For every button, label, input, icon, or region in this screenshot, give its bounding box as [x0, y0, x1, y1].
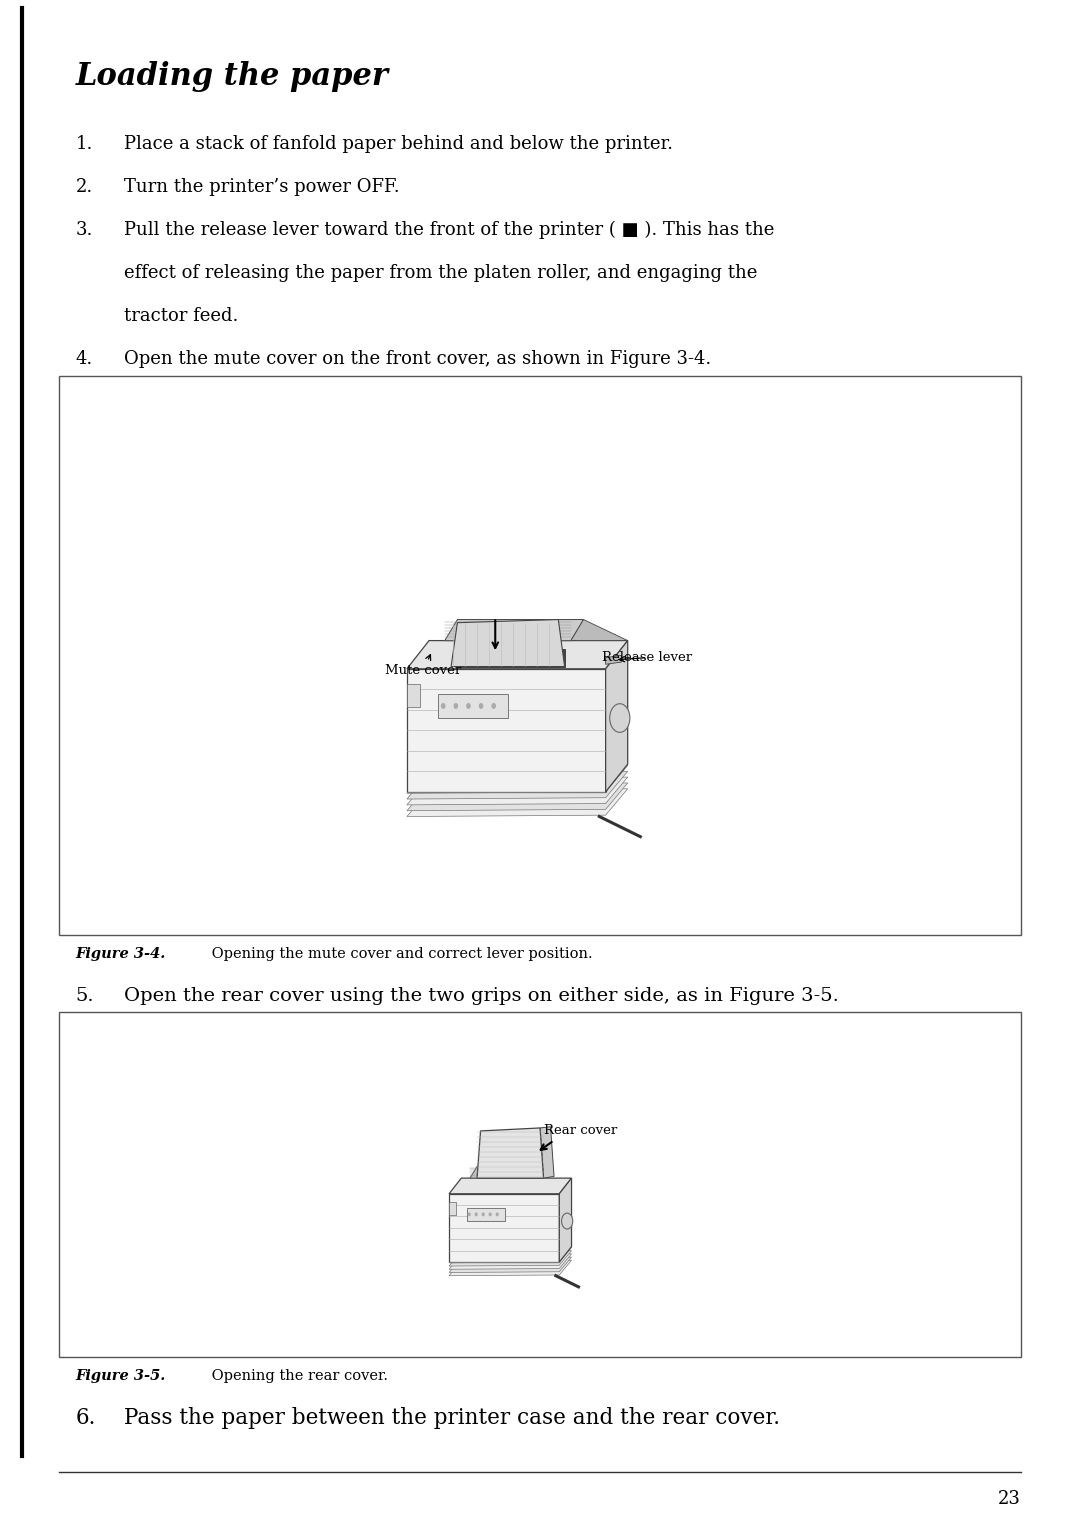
Text: Mute cover: Mute cover	[384, 655, 461, 678]
Text: Figure 3-5.: Figure 3-5.	[76, 1369, 166, 1383]
Polygon shape	[438, 694, 508, 717]
Polygon shape	[559, 1179, 571, 1262]
Circle shape	[489, 1213, 491, 1216]
Polygon shape	[407, 668, 606, 793]
Polygon shape	[451, 619, 565, 667]
Text: Pull the release lever toward the front of the printer ( ■ ). This has the: Pull the release lever toward the front …	[124, 221, 774, 239]
Polygon shape	[407, 641, 627, 668]
Circle shape	[562, 1213, 572, 1229]
Polygon shape	[449, 1254, 571, 1269]
Polygon shape	[449, 1260, 571, 1275]
Circle shape	[475, 1213, 477, 1216]
Polygon shape	[407, 684, 419, 707]
Polygon shape	[407, 765, 627, 793]
Polygon shape	[477, 1128, 543, 1179]
Polygon shape	[445, 619, 583, 641]
Polygon shape	[606, 656, 621, 664]
Polygon shape	[449, 1179, 571, 1194]
Text: Open the rear cover using the two grips on either side, as in Figure 3-5.: Open the rear cover using the two grips …	[124, 987, 839, 1006]
Circle shape	[492, 704, 496, 708]
Text: Turn the printer’s power OFF.: Turn the printer’s power OFF.	[124, 178, 400, 196]
Circle shape	[442, 704, 445, 708]
Text: Opening the mute cover and correct lever position.: Opening the mute cover and correct lever…	[207, 947, 593, 961]
Text: Loading the paper: Loading the paper	[76, 61, 389, 92]
Circle shape	[483, 1213, 484, 1216]
Polygon shape	[458, 648, 565, 667]
Text: Open the mute cover on the front cover, as shown in Figure 3-4.: Open the mute cover on the front cover, …	[124, 350, 712, 368]
Text: 5.: 5.	[76, 987, 94, 1006]
Text: 23: 23	[998, 1490, 1021, 1508]
Bar	[59, 376, 1021, 935]
Text: Place a stack of fanfold paper behind and below the printer.: Place a stack of fanfold paper behind an…	[124, 135, 673, 153]
Circle shape	[467, 704, 470, 708]
Text: 4.: 4.	[76, 350, 93, 368]
Circle shape	[480, 704, 483, 708]
Polygon shape	[407, 771, 627, 799]
Text: tractor feed.: tractor feed.	[124, 307, 239, 325]
Circle shape	[497, 1213, 498, 1216]
Circle shape	[610, 704, 630, 733]
Polygon shape	[449, 1257, 571, 1272]
Polygon shape	[449, 1248, 571, 1263]
Bar	[59, 1012, 1021, 1357]
Polygon shape	[449, 1251, 571, 1266]
Circle shape	[455, 704, 458, 708]
Text: 6.: 6.	[76, 1407, 96, 1429]
Text: Figure 3-4.: Figure 3-4.	[76, 947, 166, 961]
Text: effect of releasing the paper from the platen roller, and engaging the: effect of releasing the paper from the p…	[124, 264, 757, 282]
Polygon shape	[407, 789, 627, 817]
Polygon shape	[540, 1127, 554, 1179]
Text: Release lever: Release lever	[603, 652, 692, 664]
Text: 1.: 1.	[76, 135, 93, 153]
Text: 3.: 3.	[76, 221, 93, 239]
Text: 2.: 2.	[76, 178, 93, 196]
Text: Pass the paper between the printer case and the rear cover.: Pass the paper between the printer case …	[124, 1407, 780, 1429]
Polygon shape	[449, 1202, 456, 1214]
Text: Opening the rear cover.: Opening the rear cover.	[207, 1369, 389, 1383]
Polygon shape	[407, 783, 627, 811]
Text: Rear cover: Rear cover	[543, 1124, 617, 1137]
Polygon shape	[449, 1194, 559, 1262]
Circle shape	[469, 1213, 470, 1216]
Polygon shape	[467, 1208, 505, 1222]
Polygon shape	[407, 777, 627, 805]
Polygon shape	[606, 641, 627, 793]
Polygon shape	[470, 1167, 548, 1179]
Polygon shape	[571, 619, 627, 641]
